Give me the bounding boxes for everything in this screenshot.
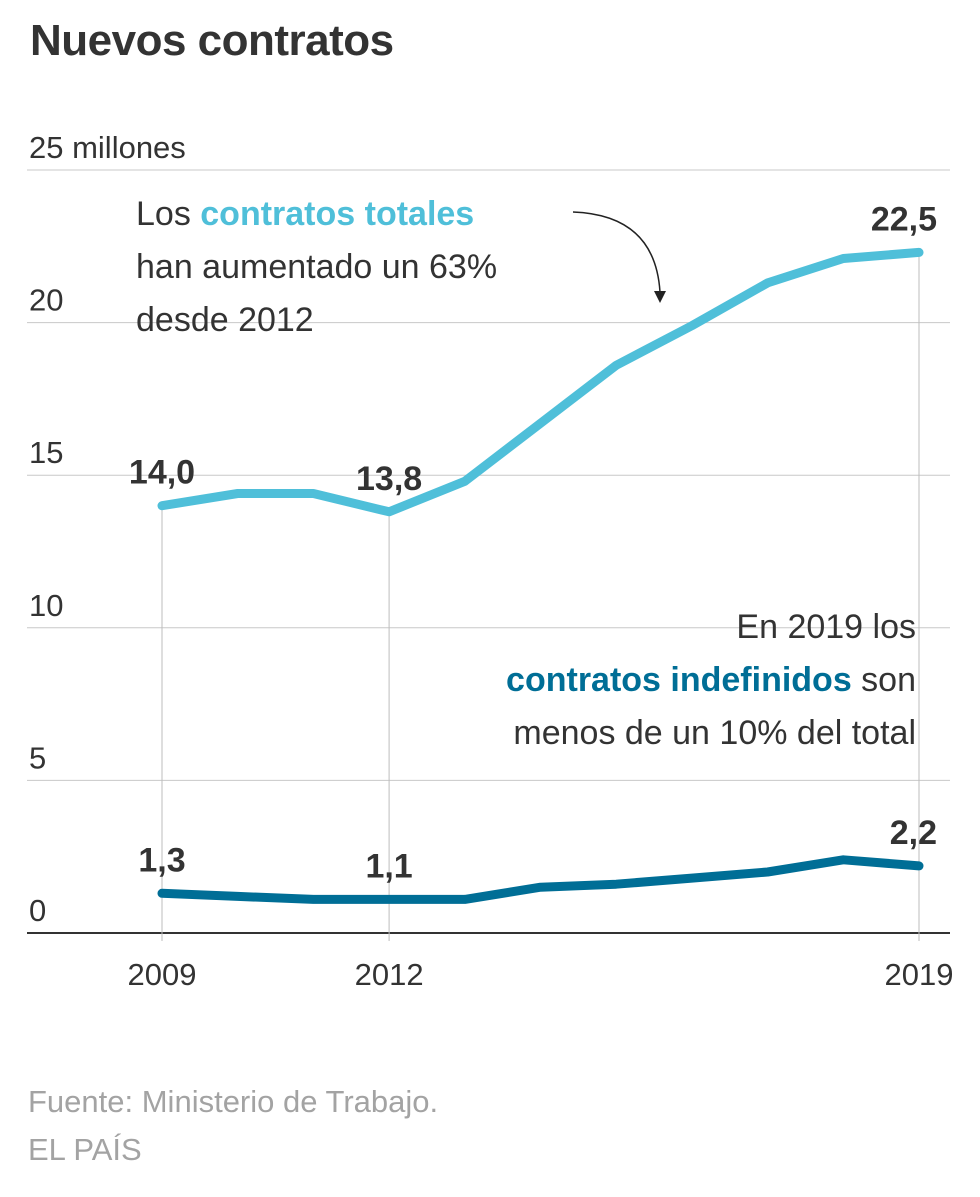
annotation-total-line2: han aumentado un 63%	[136, 248, 498, 286]
data-label: 2,2	[890, 814, 937, 852]
data-label: 22,5	[871, 200, 937, 238]
y-tick-label: 5	[29, 740, 46, 775]
annotation-indef-line1: En 2019 los	[736, 608, 916, 646]
y-tick-label: 10	[29, 588, 63, 623]
series-line-totales	[157, 247, 924, 517]
x-tick-label: 2019	[885, 957, 954, 992]
data-label: 14,0	[129, 454, 195, 492]
y-tick-label: 20	[29, 283, 63, 318]
x-tick-label: 2012	[355, 957, 424, 992]
annotation-total-prefix: Los	[136, 195, 201, 233]
annotation-total: Los contratos totales han aumentado un 6…	[136, 188, 497, 347]
annotation-arrow	[572, 211, 661, 293]
y-tick-label: 25 millones	[29, 130, 186, 165]
y-tick-label: 0	[29, 893, 46, 928]
source-line: Fuente: Ministerio de Trabajo.	[28, 1084, 439, 1119]
data-label: 13,8	[356, 460, 422, 498]
annotation-total-highlight: contratos totales	[200, 195, 475, 233]
publisher-line: EL PAÍS	[28, 1132, 142, 1167]
data-label: 1,1	[365, 847, 412, 885]
annotation-total-line3: desde 2012	[136, 301, 314, 339]
chart-title: Nuevos contratos	[30, 16, 394, 65]
annotation-indefinidos: En 2019 los contratos indefinidos son me…	[506, 601, 916, 760]
data-label: 1,3	[138, 841, 185, 879]
series-line-indefinidos	[157, 855, 924, 904]
annotation-indef-line3: menos de un 10% del total	[513, 714, 916, 752]
annotation-indef-highlight: contratos indefinidos	[506, 661, 852, 699]
annotation-indef-suffix: son	[851, 661, 916, 699]
y-tick-label: 15	[29, 435, 63, 470]
annotation-arrowhead	[654, 291, 666, 303]
source-note: Fuente: Ministerio de Trabajo. EL PAÍS	[28, 1078, 438, 1174]
x-tick-label: 2009	[128, 957, 197, 992]
